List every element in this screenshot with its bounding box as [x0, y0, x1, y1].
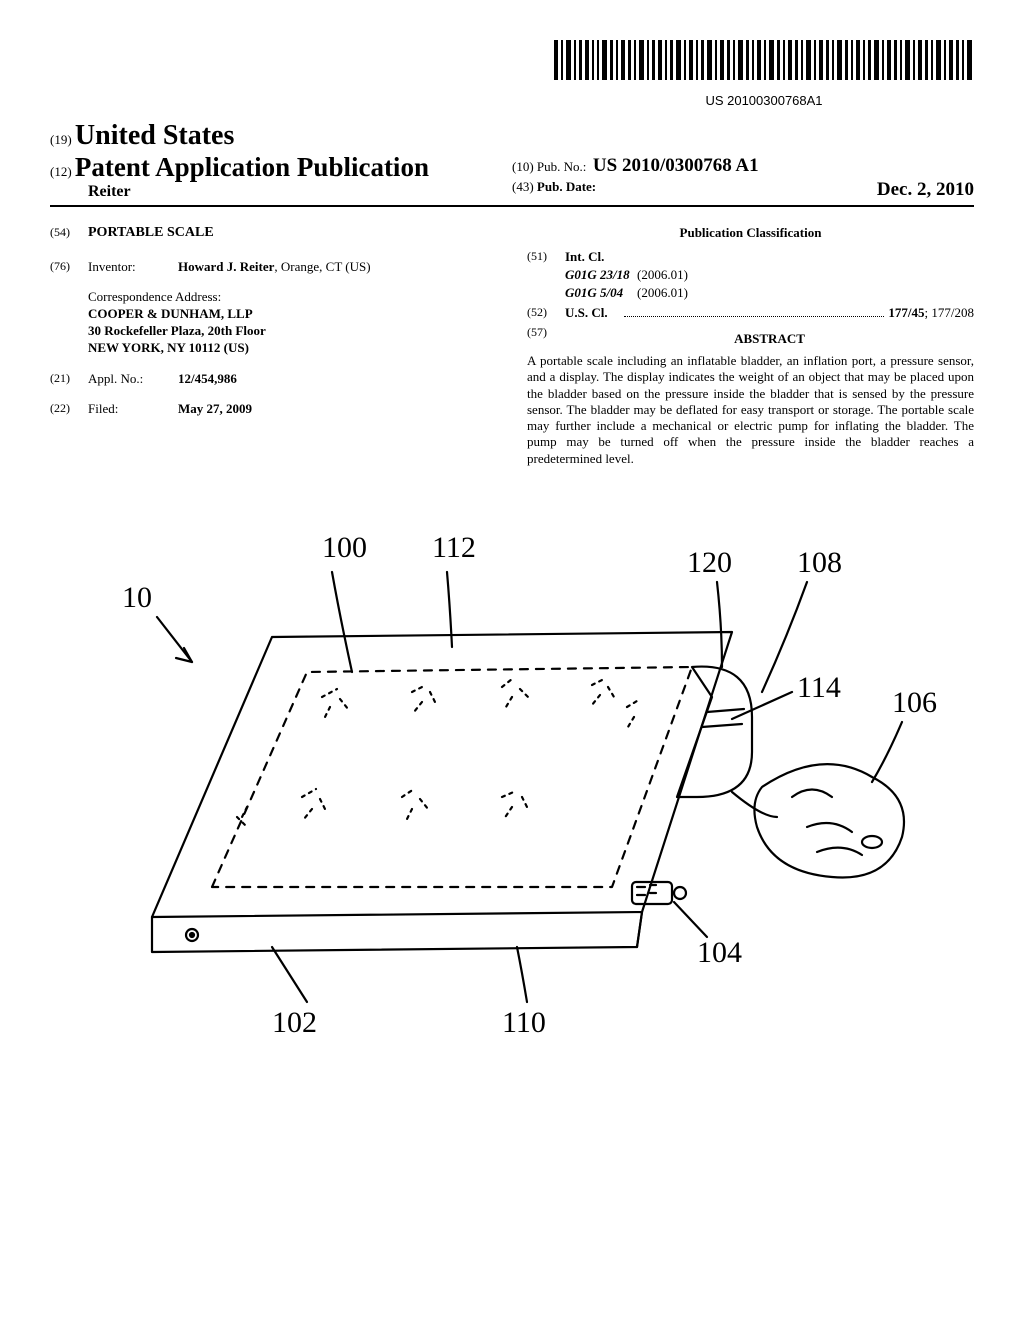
title-text: PORTABLE SCALE: [88, 225, 214, 241]
pub-no-prefix: (10): [512, 159, 534, 174]
inventor-row: (76) Inventor: Howard J. Reiter, Orange,…: [50, 259, 497, 275]
uscl-row: (52) U.S. Cl. 177/45; 177/208: [527, 305, 974, 321]
pub-type-prefix: (12): [50, 164, 72, 179]
pub-date-prefix: (43): [512, 179, 534, 194]
filed-row: (22) Filed: May 27, 2009: [50, 401, 497, 417]
inventor-name: Howard J. Reiter: [178, 259, 274, 274]
corr-line-2: NEW YORK, NY 10112 (US): [88, 340, 497, 357]
appl-num: (21): [50, 371, 88, 387]
header: (19) United States (12) Patent Applicati…: [50, 120, 974, 201]
header-left: (19) United States (12) Patent Applicati…: [50, 120, 512, 201]
abstract-heading-row: (57) ABSTRACT: [527, 325, 974, 353]
pub-no-line: (10) Pub. No.: US 2010/0300768 A1: [512, 155, 974, 177]
fig-label-10: 10: [122, 581, 152, 614]
pub-no-label: Pub. No.:: [537, 159, 586, 174]
intcl-item-1: G01G 5/04 (2006.01): [527, 285, 974, 301]
pub-date-label: Pub. Date:: [537, 179, 596, 194]
header-right: (10) Pub. No.: US 2010/0300768 A1 (43) P…: [512, 155, 974, 201]
title-num: (54): [50, 225, 88, 241]
correspondence-block: Correspondence Address: COOPER & DUNHAM,…: [50, 289, 497, 357]
country-name: United States: [75, 120, 234, 151]
barcode-svg: [554, 40, 974, 86]
corr-label: Correspondence Address:: [88, 289, 497, 306]
intcl-num: (51): [527, 249, 565, 265]
intcl-row: (51) Int. Cl.: [527, 249, 974, 265]
intcl-item-0: G01G 23/18 (2006.01): [527, 267, 974, 283]
barcode-number: US 20100300768A1: [554, 93, 974, 108]
fig-label-120: 120: [687, 546, 732, 579]
inventor-num: (76): [50, 259, 88, 275]
country-line: (19) United States: [50, 120, 512, 152]
fig-label-108: 108: [797, 546, 842, 579]
fig-label-112: 112: [432, 531, 476, 564]
pub-type-line: (12) Patent Application Publication: [50, 152, 512, 183]
fig-label-104: 104: [697, 936, 742, 969]
title-row: (54) PORTABLE SCALE: [50, 225, 497, 241]
figure-area: 10 100 112 120 108 114 106 104 102 110: [50, 497, 974, 1062]
fig-label-102: 102: [272, 1006, 317, 1039]
intcl-year-0: (2006.01): [637, 267, 688, 283]
fig-label-100: 100: [322, 531, 367, 564]
pub-date: Dec. 2, 2010: [877, 179, 974, 201]
intcl-code-0: G01G 23/18: [527, 267, 637, 283]
author-line: Reiter: [50, 183, 512, 201]
pub-no: US 2010/0300768 A1: [593, 155, 759, 176]
uscl-bold: 177/45: [888, 305, 924, 320]
country-prefix: (19): [50, 132, 72, 147]
filed-label: Filed:: [88, 401, 178, 417]
abstract-text: A portable scale including an inflatable…: [527, 353, 974, 467]
pub-date-line: (43) Pub. Date: Dec. 2, 2010: [512, 179, 974, 195]
biblio-columns: (54) PORTABLE SCALE (76) Inventor: Howar…: [50, 225, 974, 467]
filed-val: May 27, 2009: [178, 401, 497, 417]
fig-label-114: 114: [797, 671, 841, 704]
fig-label-106: 106: [892, 686, 937, 719]
abstract-heading: ABSTRACT: [565, 331, 974, 347]
intcl-code-1: G01G 5/04: [527, 285, 637, 301]
abstract-num: (57): [527, 325, 565, 353]
fig-label-110: 110: [502, 1006, 546, 1039]
inventor-loc: , Orange, CT (US): [274, 259, 370, 274]
appl-val: 12/454,986: [178, 371, 497, 387]
appl-row: (21) Appl. No.: 12/454,986: [50, 371, 497, 387]
corr-line-0: COOPER & DUNHAM, LLP: [88, 306, 497, 323]
intcl-label: Int. Cl.: [565, 249, 604, 265]
corr-line-1: 30 Rockefeller Plaza, 20th Floor: [88, 323, 497, 340]
pub-type: Patent Application Publication: [75, 152, 429, 182]
uscl-dots: [624, 305, 884, 317]
filed-num: (22): [50, 401, 88, 417]
left-column: (54) PORTABLE SCALE (76) Inventor: Howar…: [50, 225, 497, 467]
pub-class-heading: Publication Classification: [527, 225, 974, 241]
appl-label: Appl. No.:: [88, 371, 178, 387]
header-rule: [50, 205, 974, 207]
uscl-num: (52): [527, 305, 565, 321]
barcode: US 20100300768A1: [554, 40, 974, 108]
figure-svg: 10 100 112 120 108 114 106 104 102 110: [72, 497, 952, 1057]
inventor-val: Howard J. Reiter, Orange, CT (US): [178, 259, 497, 275]
right-column: Publication Classification (51) Int. Cl.…: [527, 225, 974, 467]
intcl-year-1: (2006.01): [637, 285, 688, 301]
inventor-label: Inventor:: [88, 259, 178, 275]
uscl-label: U.S. Cl.: [565, 305, 620, 321]
uscl-val: 177/45; 177/208: [888, 305, 974, 321]
uscl-rest: ; 177/208: [925, 305, 974, 320]
barcode-section: US 20100300768A1: [50, 40, 974, 110]
